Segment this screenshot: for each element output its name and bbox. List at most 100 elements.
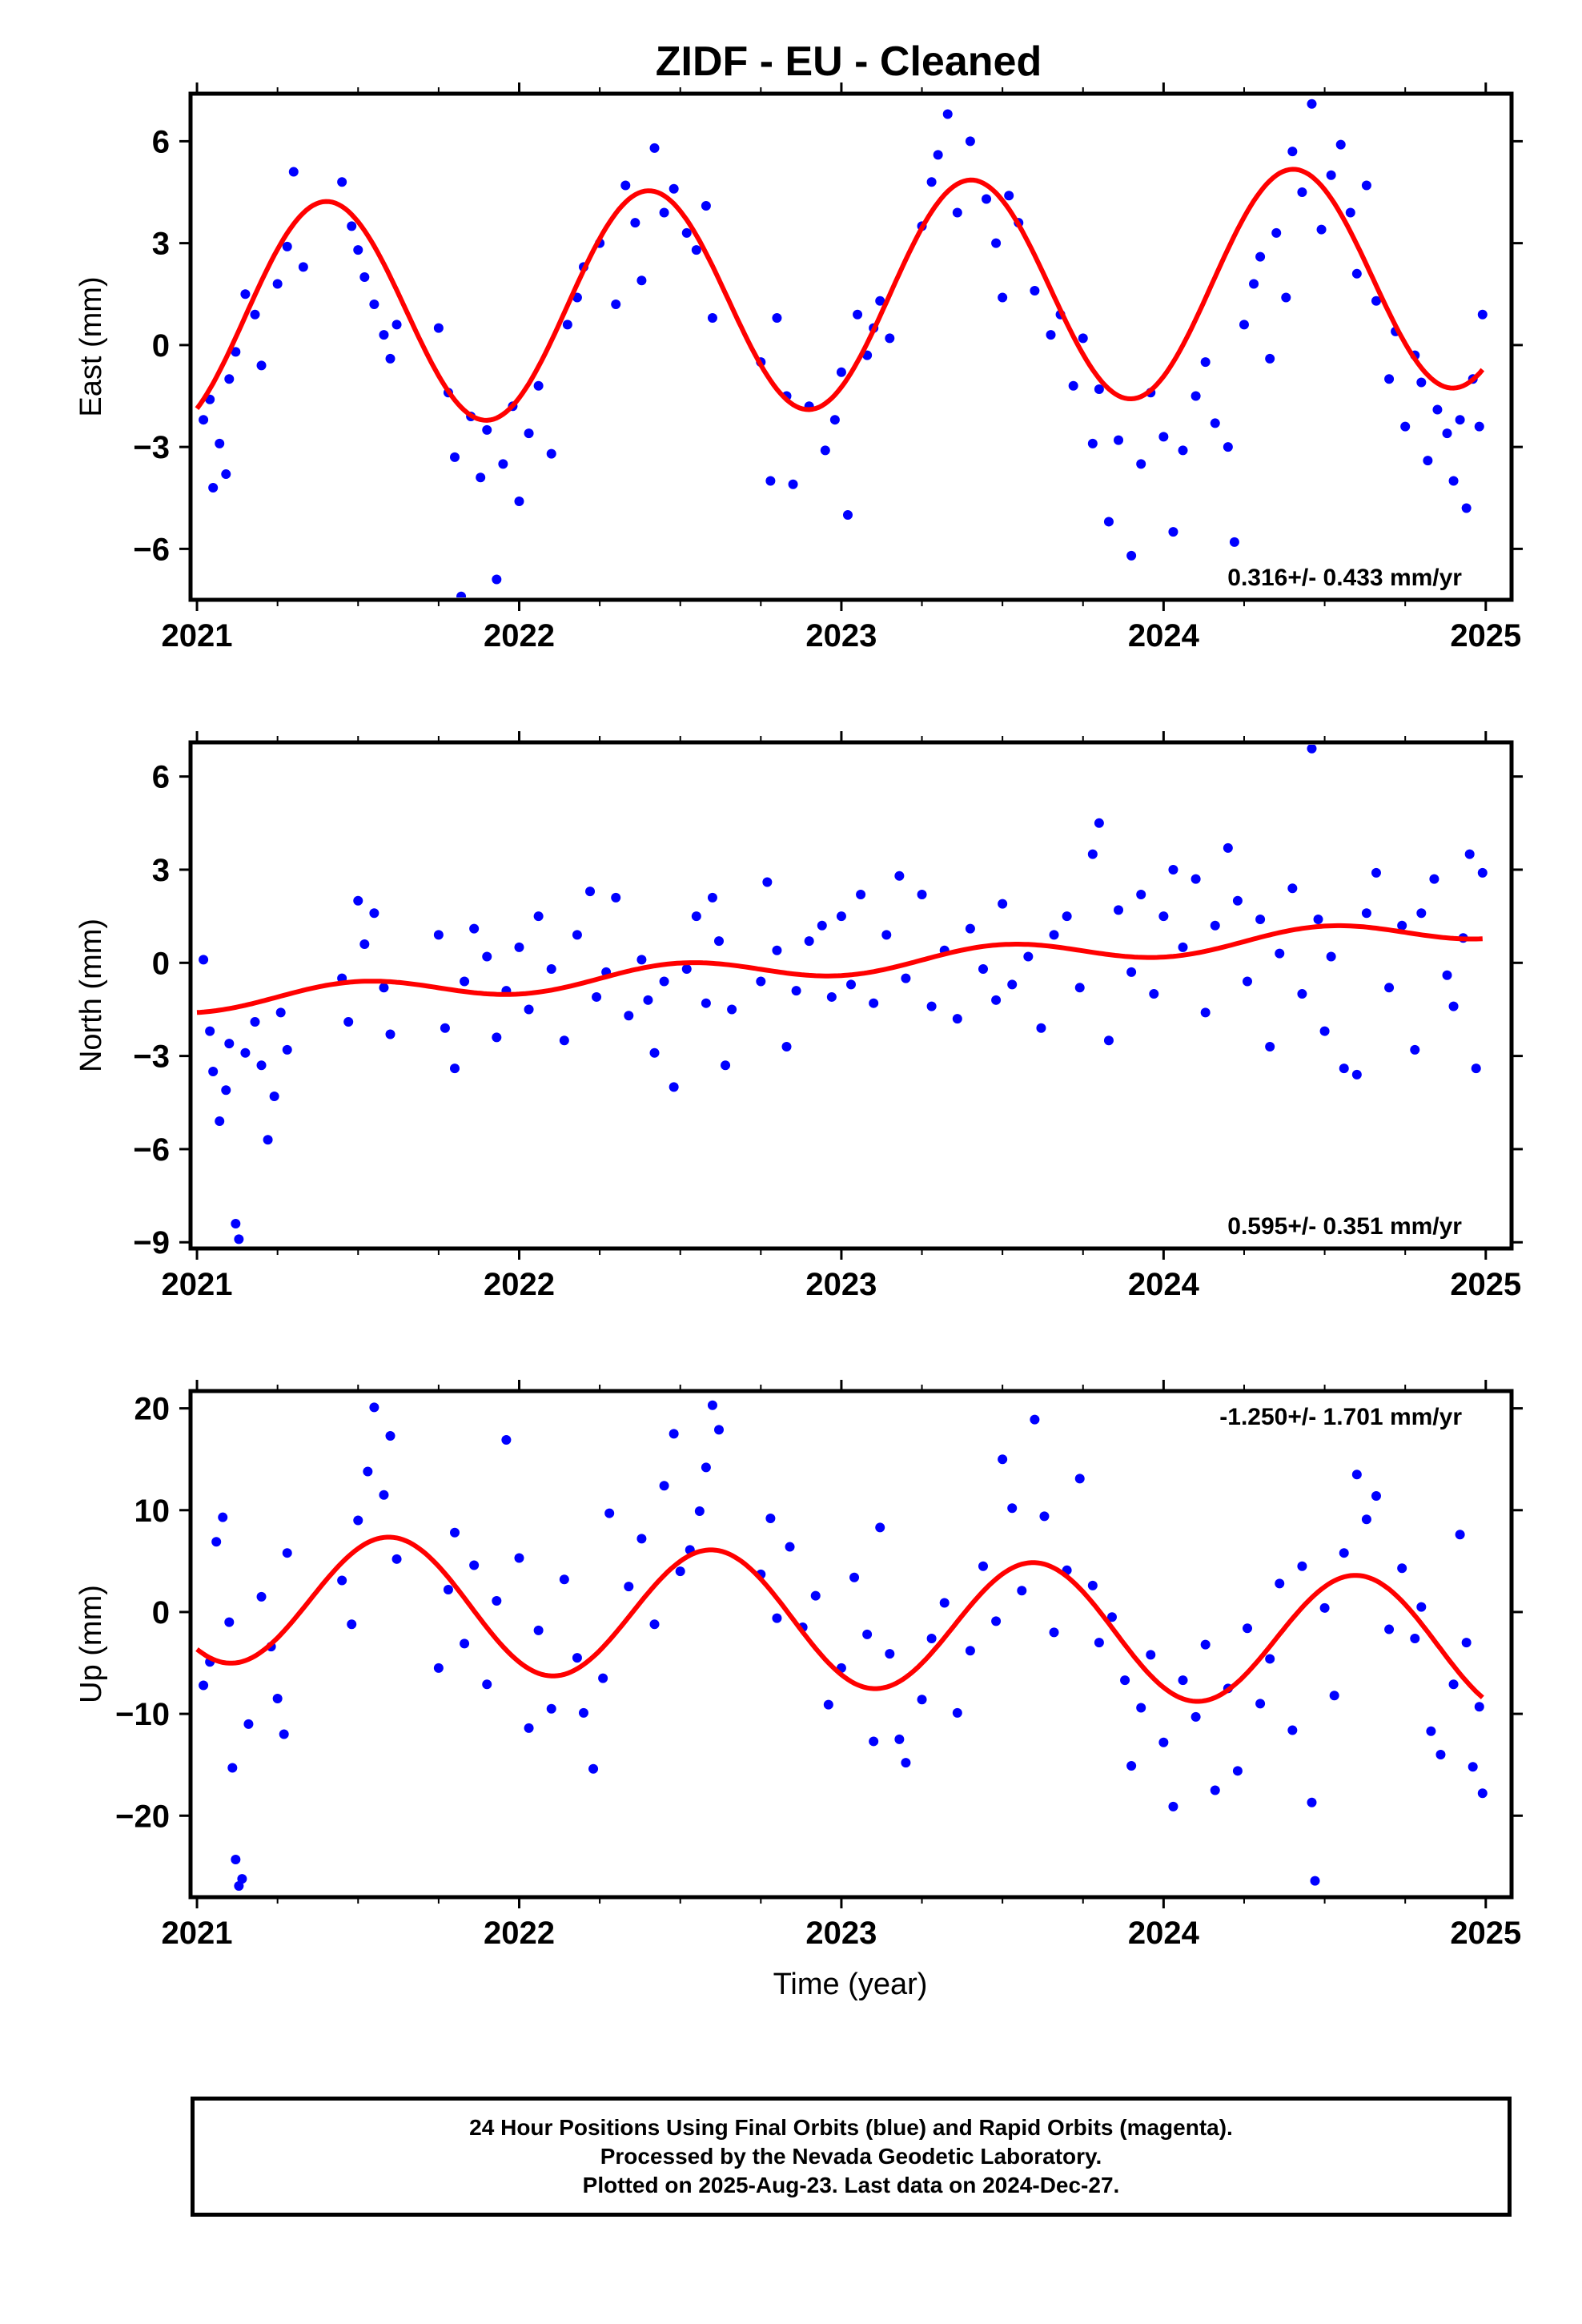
up-xtick-label: 2021: [162, 1916, 233, 1951]
east-data-point: [1265, 353, 1275, 364]
east-data-point: [1030, 286, 1040, 296]
north-data-point: [643, 995, 653, 1005]
north-data-point: [585, 887, 596, 897]
up-data-point: [482, 1679, 492, 1690]
east-data-point: [1287, 147, 1298, 157]
north-data-point: [353, 895, 363, 906]
east-data-point: [1432, 404, 1443, 415]
up-data-point: [1310, 1876, 1320, 1886]
up-xtick-label: 2024: [1128, 1916, 1200, 1951]
north-data-point: [978, 964, 988, 975]
east-data-point: [636, 275, 647, 286]
up-model-curve: [195, 1534, 1484, 1704]
north-data-point: [1319, 1026, 1330, 1036]
up-data-point: [1191, 1711, 1201, 1722]
north-data-point: [1397, 920, 1407, 931]
north-rate-label: 0.595+/- 0.351 mm/yr: [1227, 1213, 1462, 1240]
north-data-point: [1036, 1023, 1046, 1033]
north-data-point: [1477, 867, 1488, 878]
up-data-point: [1087, 1580, 1098, 1590]
north-data-point: [369, 908, 379, 919]
east-data-point: [282, 241, 292, 251]
north-data-point: [440, 1023, 450, 1033]
up-data-point: [578, 1707, 588, 1718]
north-data-point: [1265, 1041, 1275, 1051]
north-data-point: [1049, 930, 1059, 940]
up-ytick-label: 20: [135, 1392, 171, 1427]
north-data-point: [263, 1135, 273, 1145]
east-data-point: [965, 136, 975, 147]
east-data-point: [1455, 415, 1465, 425]
up-ytick-label: −20: [115, 1799, 170, 1834]
east-data-point: [337, 177, 347, 187]
east-data-point: [701, 200, 711, 211]
east-data-point: [450, 452, 460, 462]
caption-line-3: Plotted on 2025-Aug-23. Last data on 202…: [582, 2173, 1120, 2197]
east-data-point: [240, 289, 251, 300]
east-data-point: [347, 221, 357, 231]
east-data-point: [1297, 187, 1307, 198]
east-data-point: [208, 483, 219, 493]
up-data-point: [199, 1680, 209, 1691]
up-ytick-label: −10: [115, 1697, 170, 1732]
north-data-point: [450, 1063, 460, 1074]
up-data-point: [1049, 1627, 1059, 1638]
up-data-point: [1397, 1563, 1407, 1574]
north-data-point: [669, 1082, 679, 1092]
up-data-point: [598, 1673, 608, 1683]
east-data-point: [562, 320, 572, 330]
east-data-point: [298, 262, 308, 272]
up-data-point: [492, 1595, 502, 1606]
east-data-point: [492, 574, 502, 585]
east-data-point: [221, 469, 231, 480]
up-data-point: [460, 1638, 470, 1649]
north-data-point: [624, 1011, 634, 1021]
north-data-point: [781, 1041, 792, 1051]
north-data-point: [482, 951, 492, 962]
east-ytick-label: 3: [152, 227, 170, 262]
east-xtick-label: 2022: [484, 618, 555, 653]
north-ytick-label: 0: [152, 946, 170, 981]
up-data-point: [885, 1649, 895, 1659]
up-data-point: [1410, 1634, 1420, 1644]
north-data-point: [791, 986, 801, 996]
east-data-point: [288, 167, 299, 177]
east-data-point: [1200, 357, 1211, 368]
north-data-point: [1178, 942, 1188, 952]
north-data-point: [804, 936, 814, 947]
east-rate-label: 0.316+/- 0.433 mm/yr: [1227, 565, 1462, 591]
up-data-point: [939, 1598, 950, 1608]
up-data-point: [675, 1566, 685, 1577]
north-data-point: [359, 939, 370, 950]
north-ytick-label: −6: [133, 1132, 170, 1168]
east-data-point: [836, 367, 846, 377]
up-data-point: [869, 1736, 879, 1747]
east-data-point: [691, 245, 701, 255]
up-ytick-label: 0: [152, 1595, 170, 1630]
up-data-point: [524, 1723, 534, 1733]
north-data-point: [1351, 1069, 1362, 1080]
up-data-point: [1455, 1530, 1465, 1540]
north-data-point: [559, 1035, 569, 1046]
north-data-point: [234, 1234, 244, 1244]
chart-title: ZIDF - EU - Cleaned: [656, 38, 1042, 85]
up-data-point: [714, 1425, 724, 1435]
up-data-point: [849, 1572, 860, 1582]
up-data-point: [433, 1663, 444, 1673]
north-data-point: [1429, 874, 1439, 884]
north-data-point: [1326, 951, 1336, 962]
up-data-point: [649, 1619, 660, 1630]
east-data-point: [1461, 503, 1472, 513]
east-data-point: [524, 428, 534, 439]
east-data-point: [1316, 224, 1327, 235]
north-data-point: [533, 911, 544, 922]
up-data-point: [785, 1542, 795, 1552]
north-data-point: [514, 942, 524, 952]
up-data-point: [926, 1634, 937, 1644]
east-data-point: [359, 272, 370, 283]
east-data-point: [199, 415, 209, 425]
up-data-point: [227, 1763, 238, 1773]
north-data-point: [1074, 983, 1085, 993]
up-data-point: [1074, 1474, 1085, 1484]
